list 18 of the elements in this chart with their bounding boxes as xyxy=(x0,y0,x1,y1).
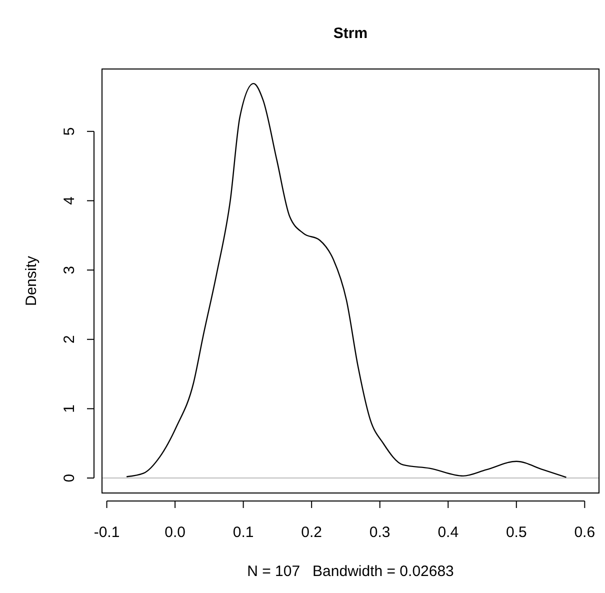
x-tick-label: 0.3 xyxy=(369,524,390,541)
x-tick-label: 0.6 xyxy=(574,524,596,541)
x-tick-label: 0.0 xyxy=(164,524,186,541)
line-series xyxy=(126,82,567,478)
y-tick-label: 2 xyxy=(61,335,78,344)
x-tick-label: 0.4 xyxy=(438,524,459,541)
y-axis-title: Density xyxy=(23,256,40,306)
x-tick-label: 0.1 xyxy=(232,524,254,541)
x-tick-label: 0.5 xyxy=(506,524,527,541)
x-axis-title: N = 107 Bandwidth = 0.02683 xyxy=(247,563,454,580)
x-tick-label: -0.1 xyxy=(94,524,120,541)
y-tick-label: 4 xyxy=(61,196,78,205)
chart-title: Strm xyxy=(333,25,368,42)
x-tick-label: 0.2 xyxy=(301,524,322,541)
y-tick-label: 3 xyxy=(61,266,78,274)
y-tick-label: 1 xyxy=(61,404,78,413)
y-tick-label: 5 xyxy=(61,127,78,136)
y-tick-label: 0 xyxy=(61,474,78,482)
